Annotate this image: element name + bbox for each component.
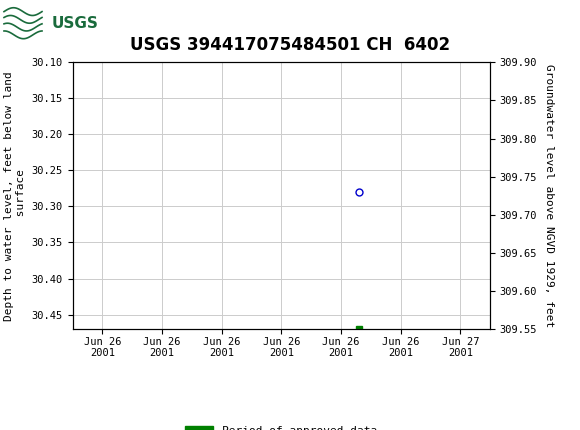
Y-axis label: Depth to water level, feet below land
 surface: Depth to water level, feet below land su… [5,71,26,320]
Text: USGS: USGS [52,16,99,31]
Text: USGS 394417075484501 CH  6402: USGS 394417075484501 CH 6402 [130,36,450,54]
Y-axis label: Groundwater level above NGVD 1929, feet: Groundwater level above NGVD 1929, feet [544,64,554,327]
Bar [3,3,113,43]
Legend: Period of approved data: Period of approved data [181,422,382,430]
